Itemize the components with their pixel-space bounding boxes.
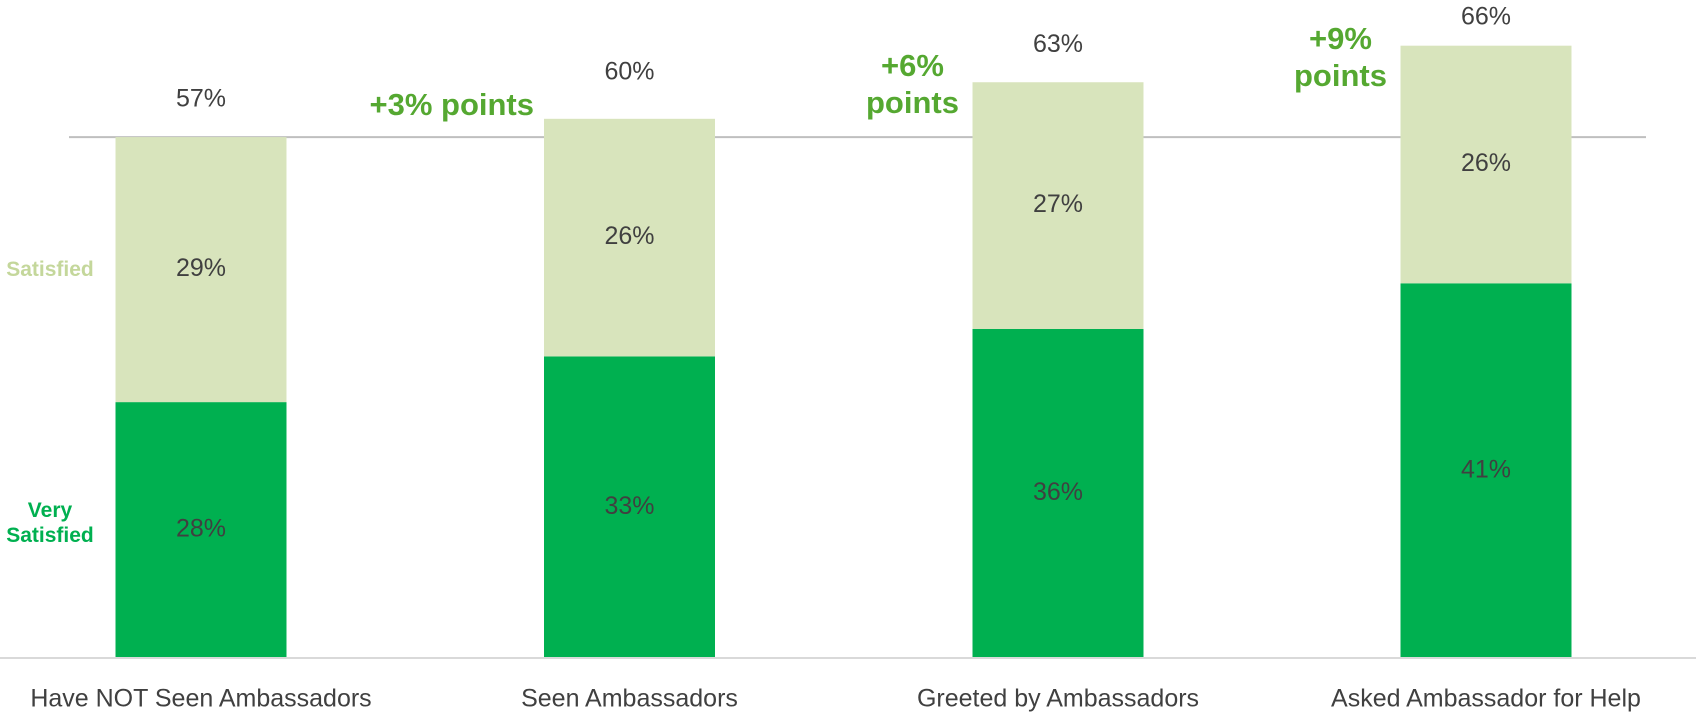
total-label: 60% xyxy=(604,57,654,85)
annotation: +3% points xyxy=(369,86,534,122)
x-tick-label: Seen Ambassadors xyxy=(521,685,738,713)
annotation: +9% points xyxy=(1294,20,1387,94)
total-label: 66% xyxy=(1461,2,1511,30)
bar-segment xyxy=(115,137,287,403)
segment-label: 29% xyxy=(176,254,226,282)
segment-label: 33% xyxy=(604,492,654,520)
bar-segment xyxy=(115,402,287,658)
segment-label: 36% xyxy=(1033,478,1083,506)
segment-label: 41% xyxy=(1461,455,1511,483)
x-tick-label: Have NOT Seen Ambassadors xyxy=(30,685,371,713)
bar-segment xyxy=(1400,45,1572,284)
x-tick-label: Greeted by Ambassadors xyxy=(917,685,1199,713)
series-label: Very Satisfied xyxy=(6,499,94,548)
annotation: +6% points xyxy=(866,48,959,121)
bar-segment xyxy=(972,82,1144,329)
x-tick-label: Asked Ambassador for Help xyxy=(1331,685,1641,713)
total-label: 57% xyxy=(176,85,226,113)
bar-segment xyxy=(1400,283,1572,658)
total-label: 63% xyxy=(1033,30,1083,58)
segment-label: 26% xyxy=(1461,149,1511,177)
segment-label: 26% xyxy=(604,222,654,250)
series-label: Satisfied xyxy=(6,258,94,281)
bar-segment xyxy=(544,356,715,658)
segment-label: 28% xyxy=(176,515,226,543)
bar-segment xyxy=(972,329,1144,658)
segment-label: 27% xyxy=(1033,190,1083,218)
bar-segment xyxy=(544,118,715,357)
